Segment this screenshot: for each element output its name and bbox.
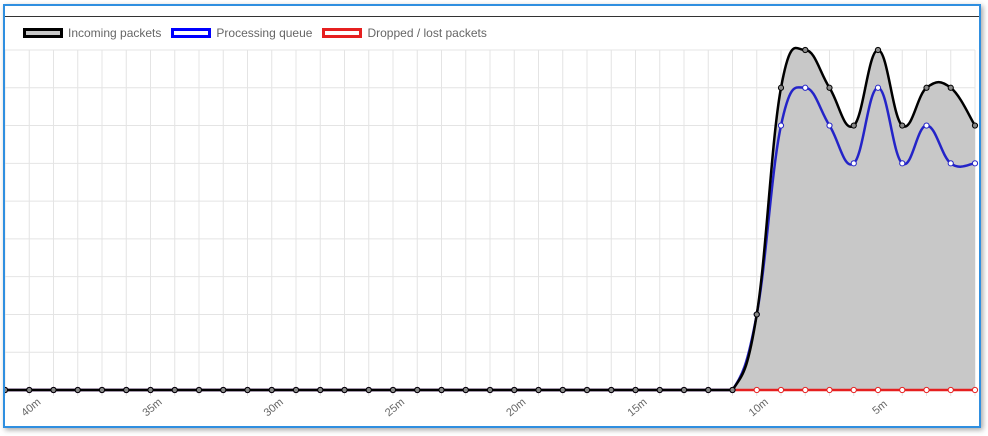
data-point-s0-38 <box>923 84 930 91</box>
data-point-s0-25 <box>608 386 615 394</box>
x-tick-label: 10m <box>747 396 771 419</box>
legend-label-dropped: Dropped / lost packets <box>367 26 487 40</box>
x-tick-label: 5m <box>870 398 889 417</box>
data-point-s0-27 <box>656 386 663 394</box>
chart-legend: Incoming packets Processing queue Droppe… <box>23 26 487 40</box>
data-point-s0-37 <box>899 122 906 129</box>
data-point-s0-18 <box>438 386 445 394</box>
data-point-s0-26 <box>632 386 639 394</box>
legend-label-queue: Processing queue <box>216 26 313 40</box>
data-point-s0-4 <box>98 386 106 394</box>
data-point-s2-38 <box>923 386 930 394</box>
legend-swatch-incoming <box>23 28 63 38</box>
series-area-0 <box>5 48 975 390</box>
data-point-s0-1 <box>26 386 33 394</box>
data-point-s2-32 <box>777 386 785 394</box>
data-point-s1-36 <box>874 84 882 91</box>
data-point-s0-20 <box>486 386 494 394</box>
data-point-s0-24 <box>583 386 591 394</box>
legend-swatch-queue <box>171 28 212 38</box>
data-point-s0-2 <box>50 386 57 394</box>
data-point-s1-38 <box>923 122 930 129</box>
data-point-s0-31 <box>753 311 760 318</box>
legend-item-incoming[interactable]: Incoming packets <box>23 26 161 40</box>
x-tick-label: 15m <box>626 396 650 419</box>
data-point-s0-32 <box>777 84 785 91</box>
data-point-s0-16 <box>389 386 397 394</box>
data-point-s0-22 <box>535 386 542 394</box>
data-point-s1-33 <box>802 84 809 91</box>
x-tick-label: 35m <box>141 396 165 419</box>
line-chart: 40m 35m 30m 25m 20m 15m 10m 5m <box>5 46 979 419</box>
data-point-s0-0 <box>5 386 9 394</box>
data-point-s2-35 <box>850 386 857 394</box>
data-point-s0-12 <box>292 386 300 394</box>
data-point-s1-39 <box>947 160 954 167</box>
data-point-s0-9 <box>220 386 227 394</box>
data-point-s1-32 <box>777 122 785 129</box>
data-point-s0-39 <box>947 84 954 91</box>
data-point-s0-7 <box>171 386 178 394</box>
data-point-s2-40 <box>971 386 979 394</box>
chart-frame: Incoming packets Processing queue Droppe… <box>3 4 981 428</box>
data-point-s0-29 <box>705 386 712 394</box>
x-tick-label: 25m <box>383 396 407 419</box>
data-point-s2-39 <box>947 386 954 394</box>
data-point-s1-37 <box>899 160 906 167</box>
data-point-s0-21 <box>511 386 518 394</box>
data-point-s0-40 <box>971 122 979 129</box>
data-point-s2-36 <box>874 386 882 394</box>
data-point-s2-37 <box>899 386 906 394</box>
data-point-s1-40 <box>971 160 979 167</box>
data-point-s0-3 <box>74 386 81 394</box>
data-point-s0-6 <box>147 386 154 394</box>
data-point-s2-33 <box>802 386 809 394</box>
data-point-s0-34 <box>826 84 833 91</box>
data-point-s1-35 <box>850 160 857 167</box>
legend-swatch-dropped <box>322 28 363 38</box>
data-point-s0-28 <box>680 386 688 394</box>
data-point-s0-30 <box>729 386 736 394</box>
top-border-line <box>5 16 979 17</box>
data-point-s0-11 <box>268 386 275 394</box>
x-tick-label: 20m <box>504 396 528 419</box>
legend-label-incoming: Incoming packets <box>68 26 162 40</box>
data-point-s0-8 <box>195 386 203 394</box>
data-point-s0-36 <box>874 46 882 54</box>
x-tick-label: 30m <box>262 396 286 419</box>
data-point-s0-5 <box>123 386 130 394</box>
data-point-s0-19 <box>462 386 469 394</box>
data-point-s1-34 <box>826 122 833 129</box>
legend-item-queue[interactable]: Processing queue <box>171 26 312 40</box>
x-tick-label: 40m <box>19 396 43 419</box>
data-point-s0-14 <box>341 386 348 394</box>
data-point-s0-35 <box>850 122 857 129</box>
data-point-s2-34 <box>826 386 833 394</box>
data-point-s0-23 <box>559 386 566 394</box>
legend-item-dropped[interactable]: Dropped / lost packets <box>322 26 487 40</box>
data-point-s0-13 <box>317 386 324 394</box>
data-point-s0-17 <box>414 386 421 394</box>
data-point-s2-31 <box>753 386 760 394</box>
data-point-s0-33 <box>802 46 809 54</box>
data-point-s0-15 <box>365 386 372 394</box>
data-point-s0-10 <box>244 386 251 394</box>
